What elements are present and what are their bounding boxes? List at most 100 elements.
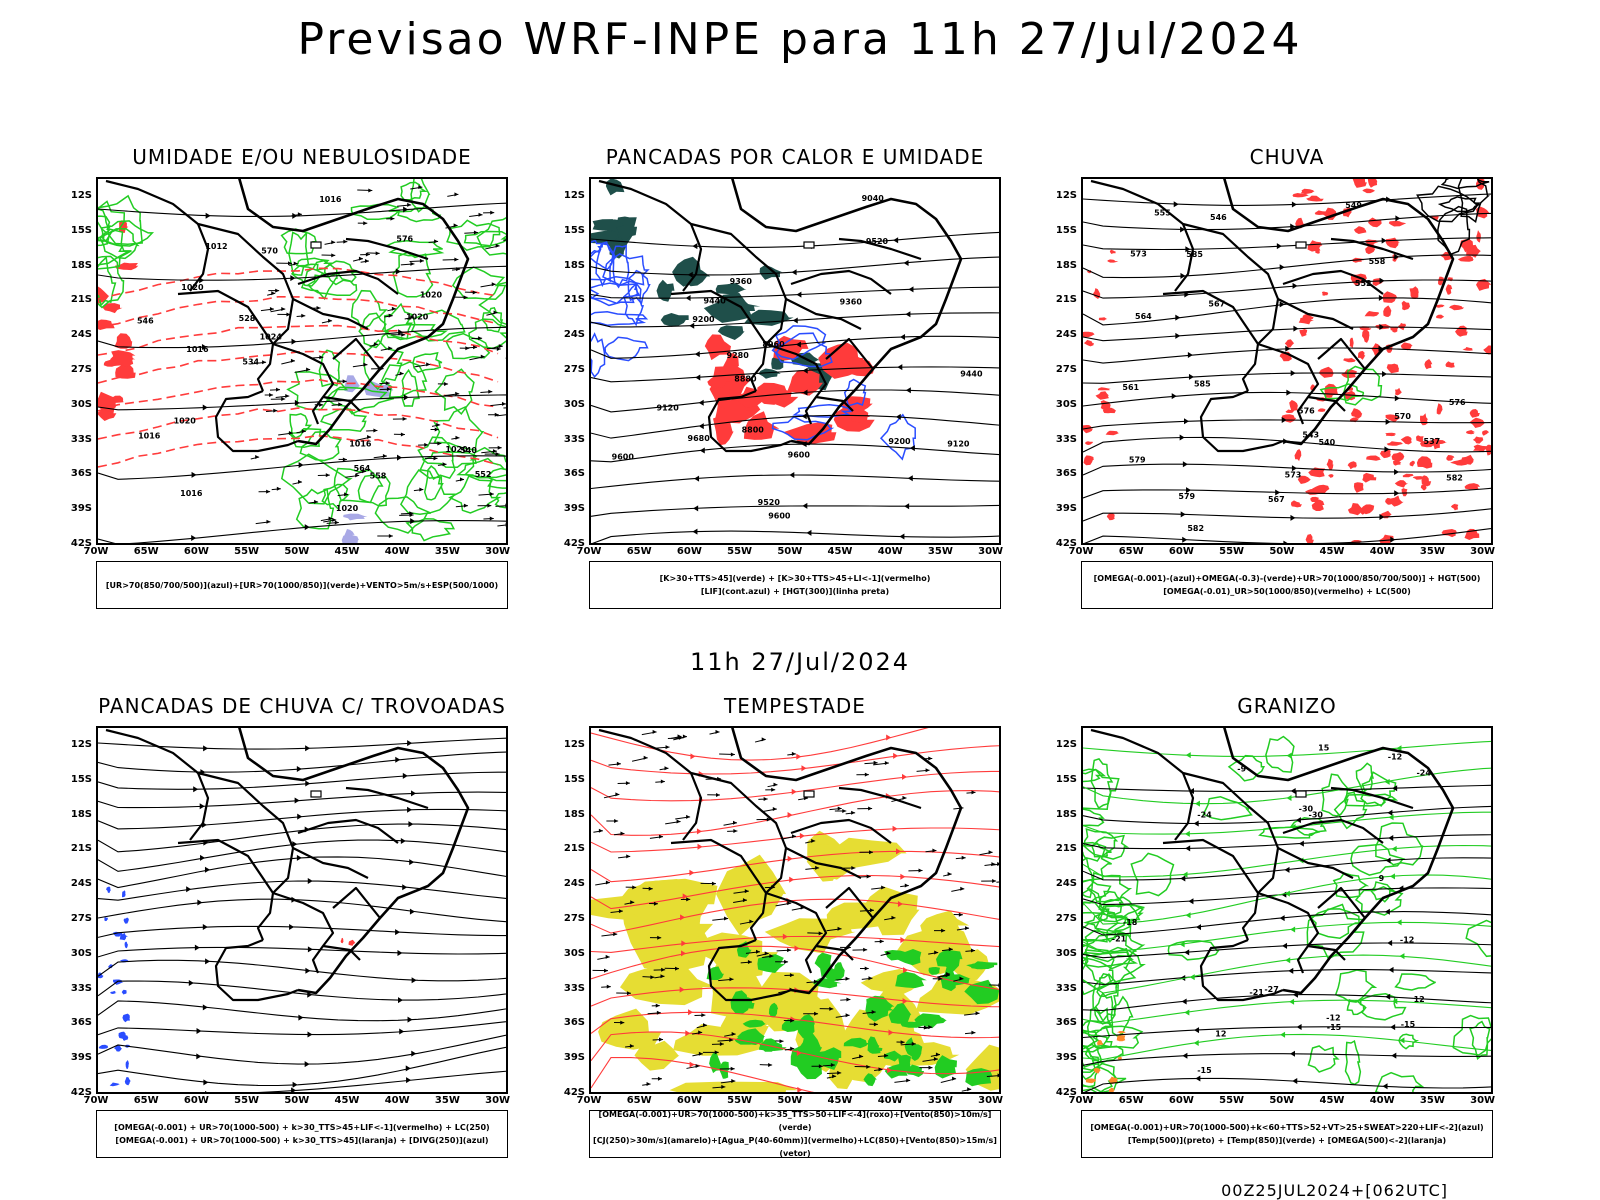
shaded-area <box>104 917 109 922</box>
wind-vector <box>719 1066 735 1071</box>
wind-vector <box>873 761 889 766</box>
flow-arrow <box>1389 873 1395 880</box>
wind-vector <box>323 517 337 523</box>
contour-line <box>591 366 999 383</box>
flow-arrow <box>1390 536 1396 543</box>
flow-arrow <box>1182 461 1188 468</box>
flow-arrow <box>794 945 800 952</box>
wind-vector <box>492 344 503 349</box>
contour-label: 579 <box>1178 492 1195 501</box>
flow-arrow <box>1195 1075 1201 1082</box>
wind-vector <box>775 1039 784 1044</box>
border-line <box>1330 237 1414 261</box>
wind-vector <box>762 806 777 813</box>
contour-label: -21 <box>1249 988 1264 997</box>
contour-label: 576 <box>1449 398 1466 407</box>
lat-tick-label: 12S <box>563 739 585 750</box>
border-line <box>815 944 854 961</box>
contour-line <box>591 790 999 836</box>
border-line <box>177 838 275 941</box>
flow-arrow <box>292 841 298 848</box>
flow-arrow <box>799 832 805 839</box>
contour-label: 8880 <box>734 375 757 384</box>
lat-tick-label: 33S <box>70 982 92 994</box>
lon-tick-label: 50W <box>1269 546 1295 557</box>
lat-tick-label: 42S <box>1055 1087 1077 1098</box>
contour-label: -21 <box>1112 934 1127 943</box>
wind-vector <box>651 1003 660 1008</box>
shaded-area <box>114 333 133 349</box>
wind-vector <box>277 312 291 317</box>
dashed-contour <box>98 295 499 328</box>
shaded-area <box>1328 474 1334 478</box>
shaded-area <box>616 216 638 242</box>
flow-arrow <box>1289 998 1295 1005</box>
flow-arrow <box>886 734 892 741</box>
flow-arrow <box>694 351 700 358</box>
contour-label: 1016 <box>138 431 161 440</box>
lon-tick-label: 70W <box>83 546 109 557</box>
flow-arrow <box>699 447 705 454</box>
lat-tick-label: 12S <box>1055 739 1077 750</box>
wind-vector <box>694 1013 706 1018</box>
wind-vector <box>979 850 993 856</box>
shaded-area <box>1093 288 1101 299</box>
lat-tick-label: 21S <box>70 843 92 855</box>
flow-arrow <box>1296 1023 1302 1030</box>
dashed-contour <box>98 434 499 468</box>
flow-arrow <box>1284 866 1290 873</box>
flow-arrow <box>802 502 808 509</box>
shaded-area <box>1343 357 1356 363</box>
coastline <box>1223 728 1455 995</box>
wind-vector <box>739 919 754 925</box>
shaded-contour <box>401 368 420 407</box>
coastline <box>731 728 963 995</box>
contour-line <box>98 455 506 480</box>
flow-arrow <box>405 1065 411 1072</box>
wind-vector <box>430 427 439 432</box>
wind-vector <box>379 381 390 386</box>
shaded-area <box>911 1044 923 1061</box>
lon-tick-label: 65W <box>1118 1095 1144 1106</box>
lat-tick-label: 36S <box>70 1017 92 1029</box>
contour-label: 540 <box>1318 438 1335 447</box>
wind-vector <box>877 1053 889 1058</box>
lat-tick-label: 12S <box>70 739 92 750</box>
shaded-contour <box>1306 903 1366 960</box>
flow-arrow <box>1288 967 1294 974</box>
contour-label: 540 <box>460 446 477 455</box>
contour-label: 555 <box>1154 209 1171 218</box>
coastline <box>731 179 963 446</box>
wind-vector <box>894 1078 911 1083</box>
shaded-area <box>1472 436 1484 444</box>
shaded-area <box>647 928 705 967</box>
flow-arrow <box>188 980 194 987</box>
flow-arrow <box>687 271 693 278</box>
map-marker <box>1295 241 1307 249</box>
lon-tick-label: 60W <box>676 1095 702 1106</box>
flow-arrow <box>307 991 313 998</box>
flow-arrow <box>304 1061 310 1068</box>
shaded-area <box>716 854 787 936</box>
border-line <box>292 847 369 879</box>
border-line <box>1282 269 1384 295</box>
wind-vector <box>608 761 621 766</box>
shaded-contour <box>98 215 111 247</box>
flow-arrow <box>1275 489 1281 496</box>
wind-vector <box>355 435 372 442</box>
lat-tick-label: 33S <box>563 982 585 994</box>
lon-tick-label: 40W <box>1369 546 1395 557</box>
flow-arrow <box>1388 835 1394 842</box>
contour-line <box>256 1070 506 1092</box>
wind-vector <box>805 865 820 870</box>
shaded-contour <box>595 241 614 288</box>
contour-line <box>1083 508 1491 522</box>
border-line <box>838 786 922 810</box>
shaded-area <box>1476 230 1481 243</box>
flow-arrow <box>403 394 409 401</box>
wind-vector <box>834 809 847 814</box>
wind-vector <box>649 901 658 906</box>
flow-arrow <box>900 937 906 944</box>
border-line <box>1282 818 1384 844</box>
flow-arrow <box>196 1028 202 1035</box>
